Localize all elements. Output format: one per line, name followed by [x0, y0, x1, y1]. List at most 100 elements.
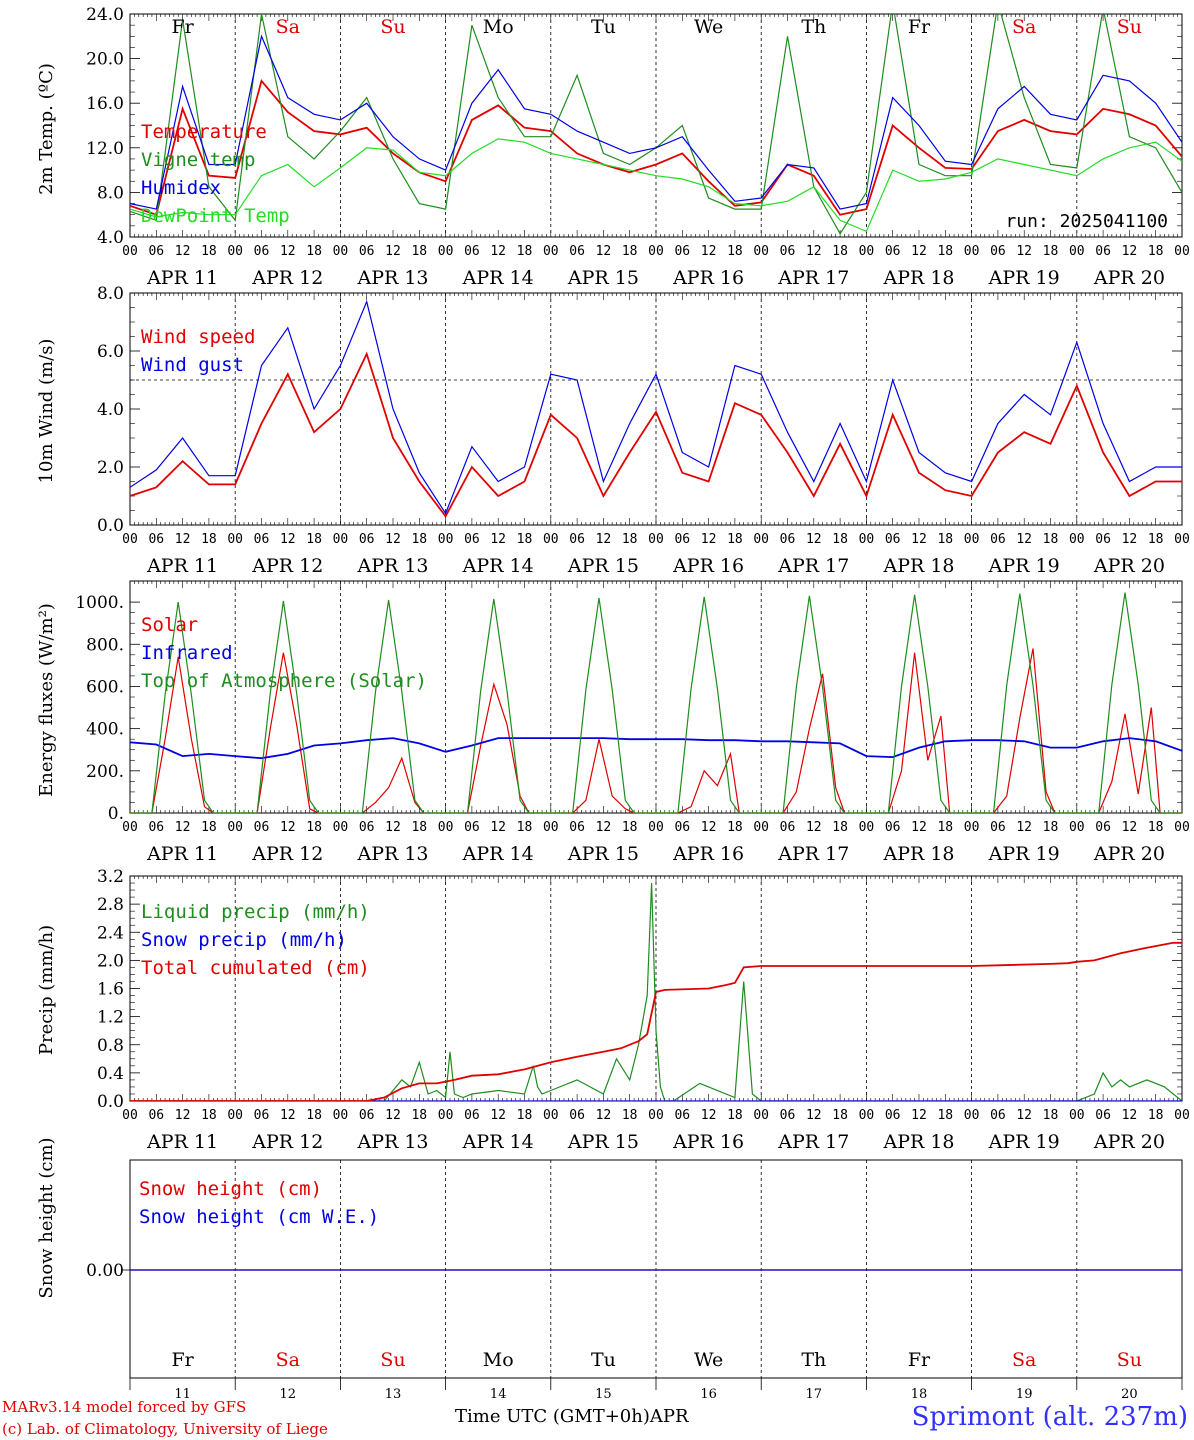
day-number-label: 15 [595, 1387, 612, 1402]
hour-tick-label: 06 [780, 1108, 796, 1123]
hour-tick-label: 12 [911, 532, 927, 547]
hour-tick-label: 06 [885, 820, 901, 835]
legend-entry: Humidex [141, 177, 221, 199]
hour-tick-label: 06 [990, 532, 1006, 547]
y-tick-label: 1.2 [97, 1008, 124, 1028]
hour-tick-label: 00 [438, 820, 454, 835]
y-tick-label: 0.8 [97, 1036, 124, 1056]
hour-tick-label: 00 [543, 532, 559, 547]
hour-tick-label: 06 [674, 1108, 690, 1123]
date-label: APR 15 [567, 1131, 639, 1153]
date-label: APR 15 [567, 267, 639, 289]
hour-tick-label: 18 [201, 244, 217, 259]
hour-tick-label: 00 [1069, 1108, 1085, 1123]
date-label: APR 17 [777, 267, 849, 289]
hour-tick-label: 12 [385, 244, 401, 259]
y-tick-label: 600. [86, 677, 124, 697]
date-label: APR 17 [777, 555, 849, 577]
hour-tick-label: 00 [648, 532, 664, 547]
hour-tick-label: 18 [832, 1108, 848, 1123]
series-line-top-of-atmosphere-solar- [130, 592, 1182, 813]
date-label: APR 19 [988, 267, 1060, 289]
date-label: APR 16 [672, 1131, 744, 1153]
date-label: APR 13 [356, 267, 428, 289]
y-axis-label: Snow height (cm) [36, 1137, 57, 1298]
weekday-label: We [694, 1349, 723, 1371]
date-label: APR 20 [1093, 555, 1165, 577]
chart-panel-4: 0.0 0.4 0.8 1.2 1.6 2.0 2.4 2.8 3.2 Precip (mm/h)… [36, 867, 1190, 1153]
legend-entry: DewPoint Temp [141, 205, 290, 227]
hour-tick-label: 12 [911, 244, 927, 259]
chart-panel-5: 0.00 Snow height (cm) Snow height (cm) Snow… [36, 1137, 1183, 1402]
hour-tick-label: 06 [990, 1108, 1006, 1123]
hour-tick-label: 18 [832, 244, 848, 259]
y-tick-label: 0.4 [97, 1064, 124, 1084]
hour-tick-label: 12 [280, 244, 296, 259]
y-tick-label: 8.0 [97, 284, 124, 304]
hour-tick-label: 12 [701, 1108, 717, 1123]
hour-tick-label: 06 [148, 532, 164, 547]
hour-tick-label: 00 [227, 820, 243, 835]
hour-tick-label: 00 [543, 244, 559, 259]
hour-tick-label: 00 [964, 532, 980, 547]
hour-tick-label: 18 [411, 820, 427, 835]
model-credit: MARv3.14 model forced by GFS [2, 1398, 247, 1416]
weekday-label: Tu [591, 16, 616, 38]
legend-entry: Wind gust [141, 354, 244, 376]
hour-tick-label: 12 [806, 820, 822, 835]
hour-tick-label: 18 [517, 820, 533, 835]
hour-tick-label: 18 [517, 244, 533, 259]
hour-tick-label: 06 [148, 1108, 164, 1123]
hour-tick-label: 00 [753, 1108, 769, 1123]
hour-tick-label: 06 [1095, 244, 1111, 259]
date-label: APR 19 [988, 1131, 1060, 1153]
hour-tick-label: 06 [885, 532, 901, 547]
hour-tick-label: 00 [543, 820, 559, 835]
hour-tick-label: 18 [727, 820, 743, 835]
hour-tick-label: 12 [490, 244, 506, 259]
day-number-label: 12 [280, 1387, 297, 1402]
hour-tick-label: 12 [1122, 820, 1138, 835]
date-label: APR 15 [567, 555, 639, 577]
hour-tick-label: 00 [964, 820, 980, 835]
date-label: APR 20 [1093, 1131, 1165, 1153]
date-label: APR 13 [356, 843, 428, 865]
hour-tick-label: 12 [1122, 1108, 1138, 1123]
y-tick-label: 4.0 [97, 228, 124, 248]
legend-entry: Liquid precip (mm/h) [141, 901, 370, 923]
date-label: APR 12 [251, 843, 323, 865]
hour-tick-label: 18 [622, 820, 638, 835]
y-tick-label: 0.00 [86, 1261, 124, 1281]
hour-tick-label: 12 [806, 244, 822, 259]
hour-tick-label: 18 [201, 820, 217, 835]
hour-tick-label: 00 [122, 532, 138, 547]
hour-tick-label: 18 [1148, 532, 1164, 547]
weekday-label: Th [801, 1349, 826, 1371]
weekday-label: Mo [483, 1349, 514, 1371]
hour-tick-label: 00 [1174, 1108, 1190, 1123]
hour-tick-label: 18 [937, 244, 953, 259]
weekday-label: Fr [171, 1349, 194, 1371]
hour-tick-label: 00 [227, 532, 243, 547]
date-label: APR 11 [146, 1131, 218, 1153]
day-number-label: 14 [490, 1387, 507, 1402]
hour-tick-label: 00 [1069, 244, 1085, 259]
hour-tick-label: 00 [1174, 820, 1190, 835]
hour-tick-label: 18 [937, 532, 953, 547]
hour-tick-label: 00 [1069, 532, 1085, 547]
y-tick-label: 3.2 [97, 867, 124, 887]
weekday-label: Su [1117, 16, 1142, 38]
hour-tick-label: 06 [1095, 820, 1111, 835]
hour-tick-label: 00 [648, 244, 664, 259]
series-line-humidex [130, 34, 1182, 210]
hour-tick-label: 18 [1148, 244, 1164, 259]
weekday-label: Th [801, 16, 826, 38]
hour-tick-label: 18 [306, 820, 322, 835]
hour-tick-label: 18 [832, 820, 848, 835]
weekday-label: Fr [908, 1349, 931, 1371]
date-label: APR 15 [567, 843, 639, 865]
hour-tick-label: 06 [359, 244, 375, 259]
hour-tick-label: 18 [622, 532, 638, 547]
hour-tick-label: 18 [1148, 1108, 1164, 1123]
hour-tick-label: 06 [569, 1108, 585, 1123]
